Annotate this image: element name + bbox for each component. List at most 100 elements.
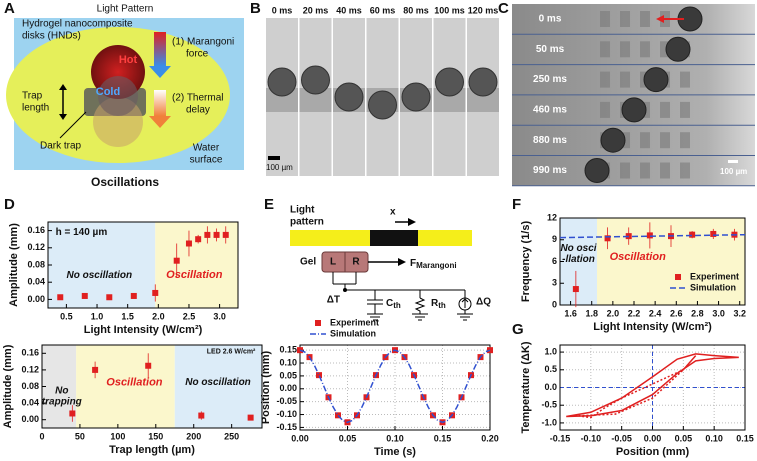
label: Hot — [119, 54, 138, 66]
annotation: h = 140 µm — [56, 227, 108, 238]
panel-letter: A — [4, 0, 15, 17]
x-tick-label: 0.20 — [481, 433, 499, 443]
point — [487, 347, 493, 354]
label: th — [438, 301, 446, 310]
y-tick-label: 0.04 — [27, 277, 45, 287]
y-axis-label: Position (mm) — [260, 351, 272, 425]
label: (1) Marangoni — [172, 37, 234, 48]
y-axis-label: Temperature (ΔK) — [520, 341, 532, 433]
panel-letter: B — [250, 0, 261, 17]
trap — [620, 41, 630, 58]
label: C — [386, 298, 393, 309]
y-tick-label: 0.16 — [27, 225, 45, 235]
plot-frame — [299, 344, 491, 431]
y-tick-label: -0.05 — [276, 396, 297, 406]
annotation: LED 2.6 W/cm² — [207, 348, 256, 355]
panel-c: C 0 ms 50 ms 250 ms 460 ms 880 ms 990 ms 100 µ… — [498, 0, 755, 187]
panel-letter: G — [512, 321, 524, 338]
point — [57, 294, 64, 301]
disk — [334, 82, 364, 112]
trap — [640, 162, 650, 179]
x-axis-label: Position (mm) — [616, 446, 690, 458]
label: x — [390, 207, 396, 218]
arrow-head — [149, 66, 171, 78]
header — [366, 4, 399, 18]
y-tick-label: 0.5 — [544, 364, 557, 374]
legend-label: Experiment — [330, 317, 379, 327]
x-tick-label: 2.6 — [670, 308, 683, 318]
scale-bar — [268, 156, 280, 160]
trap — [600, 41, 610, 58]
y-tick-label: 0.00 — [27, 294, 45, 304]
point — [106, 294, 113, 301]
header — [299, 4, 332, 18]
trap — [680, 162, 690, 179]
pointer — [59, 111, 87, 139]
series-line — [299, 349, 491, 424]
x-tick-label: 0.00 — [291, 433, 309, 443]
x-tick-label: 2.5 — [183, 311, 196, 321]
trap — [600, 71, 610, 88]
arrow-head — [59, 114, 67, 120]
annotation: No osci — [560, 243, 596, 254]
arrow-head — [398, 258, 406, 266]
label: FMarangoni — [410, 258, 457, 270]
x-tick-label: 1.5 — [121, 311, 134, 321]
annotation: -llation — [562, 254, 595, 265]
trap — [620, 71, 630, 88]
x-tick-label: 2.2 — [628, 308, 641, 318]
disk — [621, 97, 647, 123]
trap — [620, 11, 630, 27]
arrow-head — [149, 116, 171, 128]
panel-letter: E — [264, 196, 274, 213]
panel-letter: F — [512, 196, 521, 213]
point — [335, 412, 341, 419]
point — [130, 292, 137, 299]
arrow-head — [656, 15, 664, 23]
y-tick-label: 0.16 — [21, 348, 39, 358]
trap — [600, 101, 610, 118]
point — [604, 235, 611, 242]
header — [467, 4, 499, 18]
label: Gel — [300, 257, 316, 268]
time-label: 50 ms — [536, 44, 565, 55]
label: L — [330, 257, 336, 268]
scale-bar — [728, 160, 738, 163]
region — [174, 345, 262, 428]
y-tick-label: 0.12 — [21, 364, 39, 374]
x-axis-label: Time (s) — [374, 446, 416, 458]
y-tick-label: 6 — [552, 256, 557, 266]
disk — [584, 158, 610, 183]
label: ΔT — [327, 295, 340, 306]
wire — [332, 272, 357, 285]
x-tick-label: 2.4 — [649, 308, 662, 318]
x-tick-label: 0.10 — [386, 433, 404, 443]
y-tick-label: 1.0 — [544, 346, 557, 356]
x-tick-label: 2.0 — [607, 308, 620, 318]
label: th — [393, 301, 401, 310]
annotation: Oscillation — [166, 269, 223, 281]
annotation: Oscillation — [106, 376, 163, 388]
y-tick-label: 0.00 — [279, 383, 297, 393]
trap — [680, 132, 690, 149]
arrow — [154, 32, 166, 66]
annotation: No oscillation — [185, 377, 251, 388]
y-tick-label: 0.04 — [21, 397, 39, 407]
x-axis-label: Light Intensity (W/cm²) — [84, 324, 203, 336]
capacitor — [367, 299, 383, 321]
label: disks (HNDs) — [22, 31, 81, 42]
x-tick-label: 1.6 — [564, 308, 577, 318]
panel-letter: D — [4, 196, 15, 213]
time-label: 880 ms — [533, 135, 567, 146]
panel-letter: C — [498, 0, 509, 17]
y-tick-label: 0.08 — [27, 259, 45, 269]
y-tick-label: 0.00 — [21, 414, 39, 424]
x-tick-label: 2.0 — [152, 311, 165, 321]
y-tick-label: 3 — [552, 278, 557, 288]
point — [92, 366, 99, 373]
chart: 0 50 100 150 200 250 0.00 0.04 0.08 0.12 0.16 Trap … — [2, 344, 263, 456]
trap — [680, 71, 690, 88]
label: Cold — [96, 86, 120, 98]
label: force — [186, 49, 209, 60]
